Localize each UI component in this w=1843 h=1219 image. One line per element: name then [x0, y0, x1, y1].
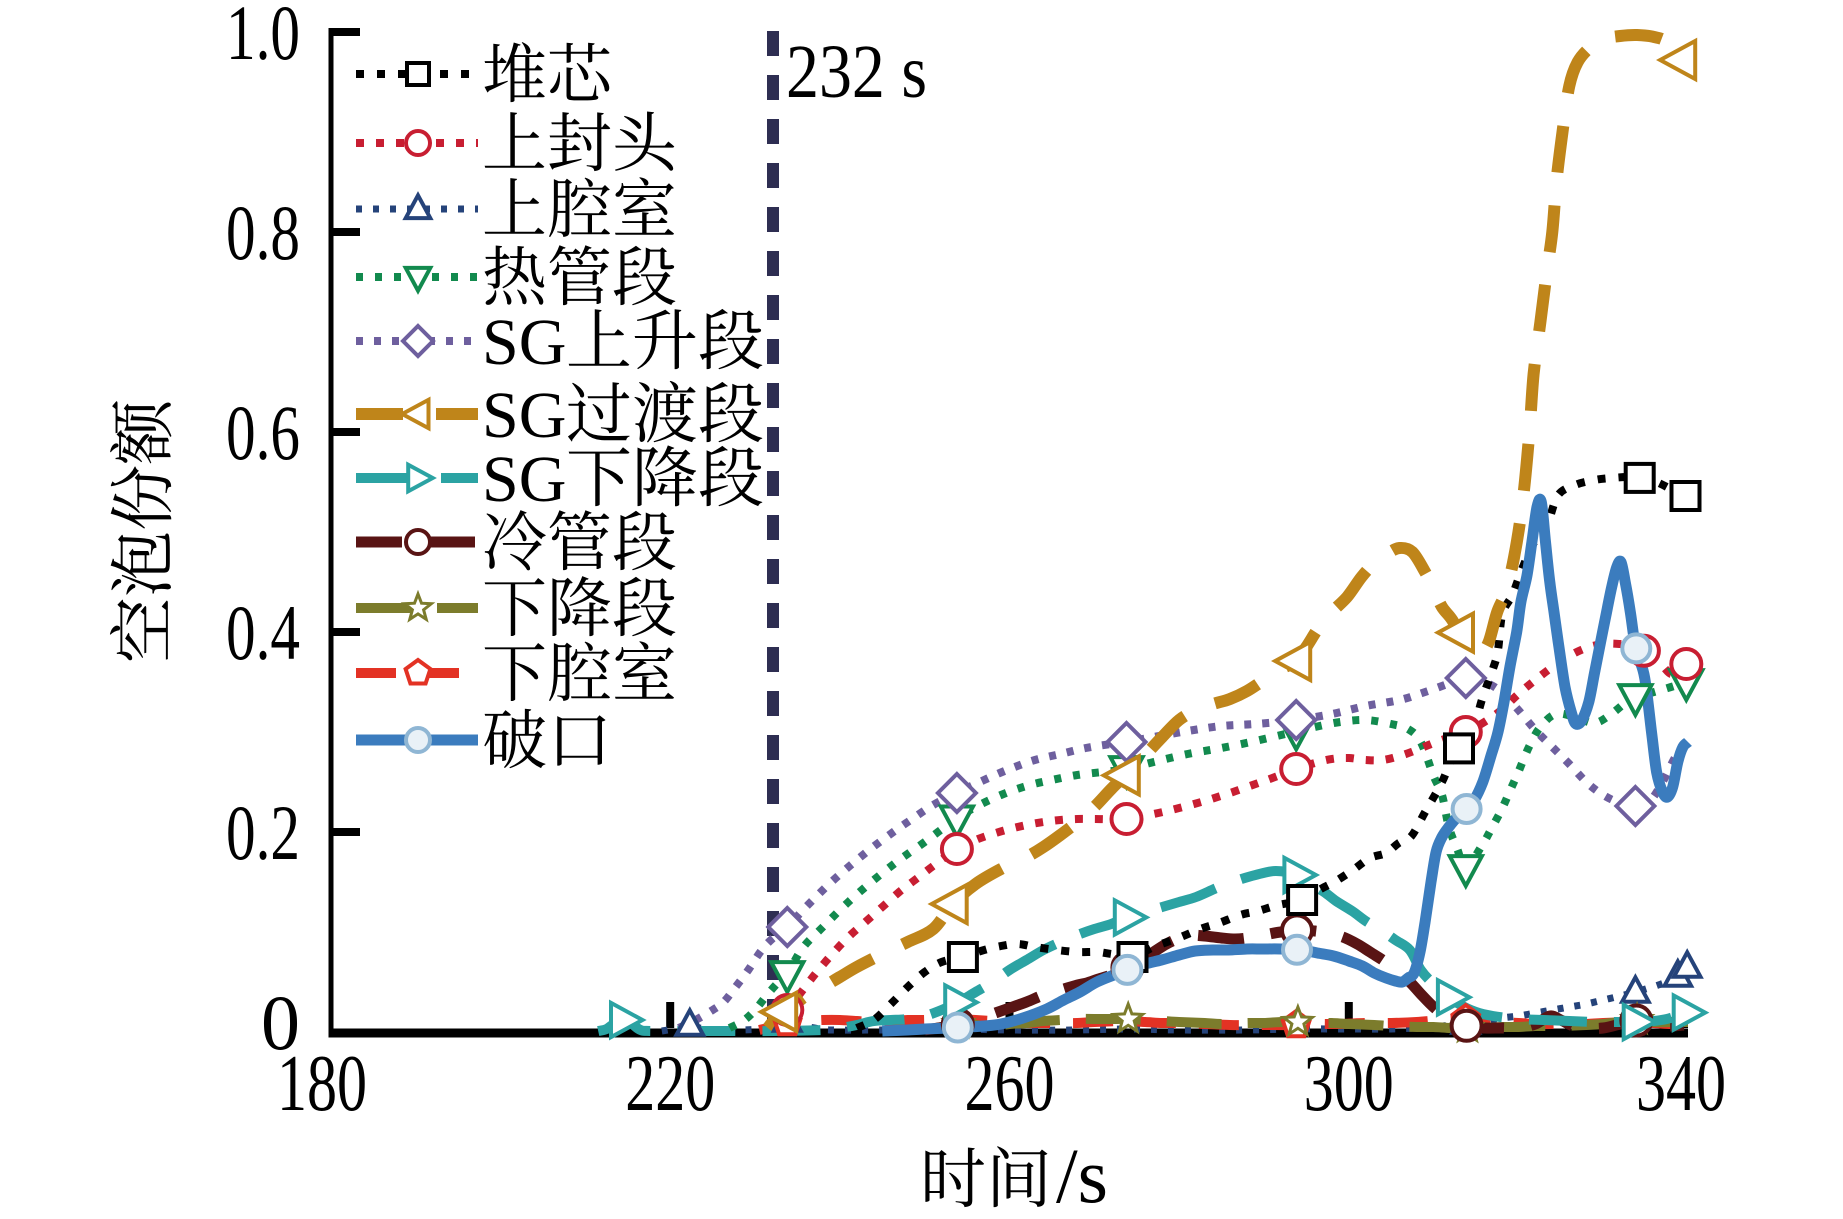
svg-text:260: 260: [965, 1040, 1055, 1128]
svg-text:SG: SG: [482, 306, 566, 379]
svg-text:0.2: 0.2: [226, 789, 300, 876]
svg-text:SG: SG: [482, 379, 566, 452]
svg-text:0.6: 0.6: [226, 389, 300, 476]
svg-text:232 s: 232 s: [786, 30, 927, 114]
svg-text:300: 300: [1304, 1040, 1394, 1128]
svg-text:340: 340: [1636, 1040, 1726, 1128]
svg-text:0.4: 0.4: [226, 589, 300, 676]
svg-text:180: 180: [277, 1040, 367, 1128]
svg-text:0.8: 0.8: [226, 189, 300, 276]
svg-text:0: 0: [261, 979, 300, 1066]
svg-text:/s: /s: [1056, 1132, 1108, 1219]
svg-text:1.0: 1.0: [226, 0, 300, 76]
svg-text:220: 220: [625, 1040, 715, 1128]
svg-text:SG: SG: [482, 443, 566, 516]
